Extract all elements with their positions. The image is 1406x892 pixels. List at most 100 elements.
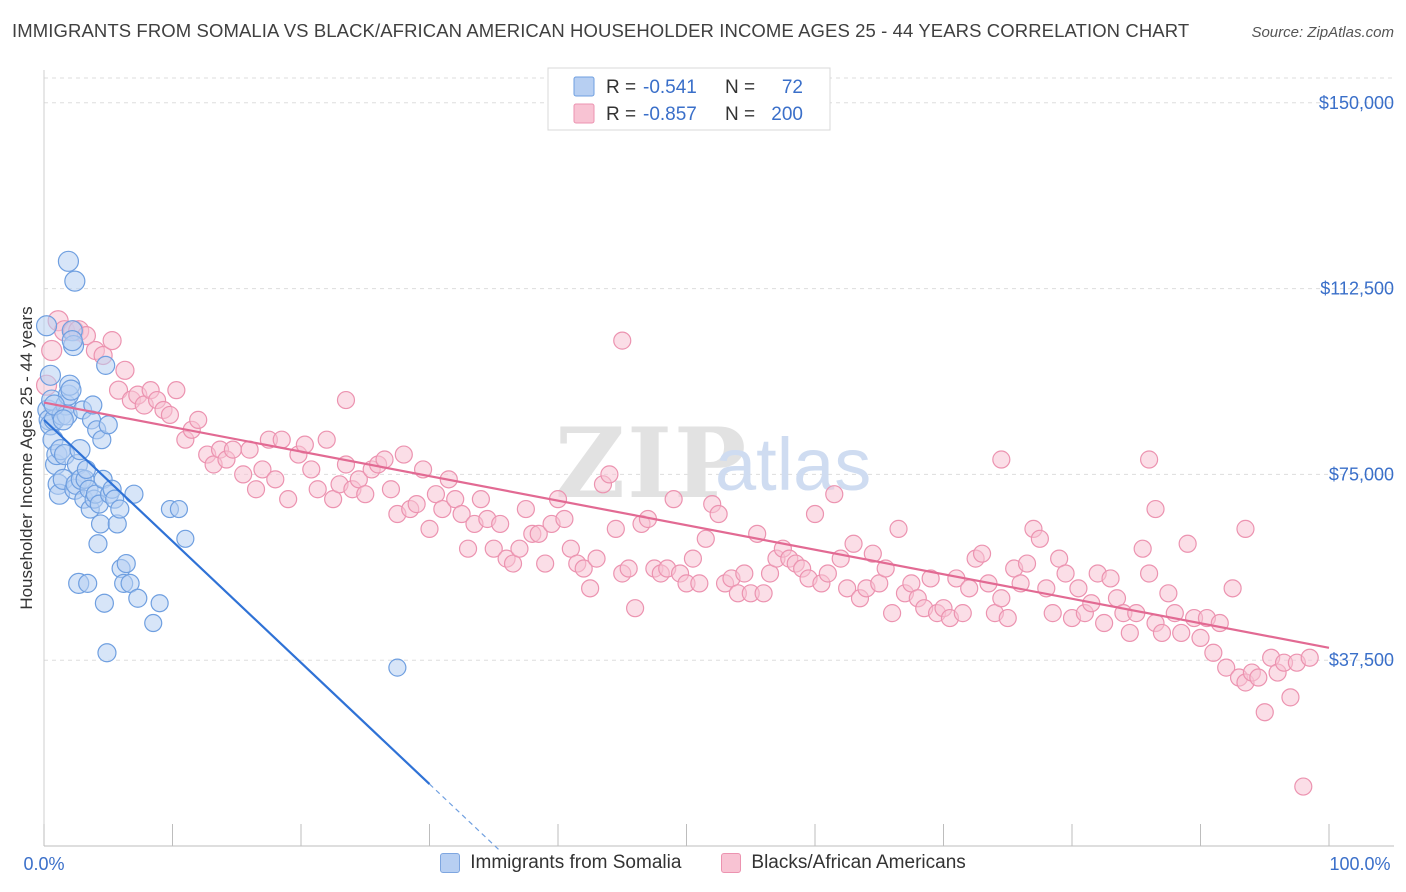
somalia-point-46 [96, 355, 116, 375]
blacks-point-84 [600, 465, 619, 484]
blacks-point-87 [619, 559, 638, 578]
legend-r-value-somalia: -0.541 [643, 77, 697, 98]
blacks-point-116 [805, 504, 825, 524]
somalia-point-58 [124, 484, 144, 504]
blacks-point-99 [696, 529, 715, 548]
blacks-point-180 [1217, 658, 1236, 677]
blacks-point-193 [1300, 648, 1319, 667]
blacks-point-140 [960, 579, 979, 598]
blacks-point-19 [167, 381, 186, 400]
blacks-point-18 [160, 405, 180, 425]
y-axis-label: Householder Income Ages 25 - 44 years [17, 306, 36, 609]
blacks-point-129 [889, 519, 908, 538]
blacks-point-98 [690, 574, 709, 593]
somalia-point-26 [69, 439, 91, 461]
blacks-point-178 [1204, 643, 1223, 662]
somalia-point-19 [60, 379, 82, 401]
blacks-point-170 [1152, 623, 1172, 643]
blacks-point-105 [735, 564, 754, 583]
blacks-point-155 [1056, 564, 1075, 583]
blacks-point-119 [825, 485, 844, 504]
blacks-point-50 [381, 480, 401, 499]
somalia-point-42 [90, 514, 111, 534]
blacks-point-66 [484, 539, 503, 558]
legend-r-label-blacks: R = [606, 104, 636, 125]
somalia-point-65 [57, 250, 80, 272]
trendline-immigrants-from-somalia [43, 419, 431, 785]
blacks-point-77 [555, 509, 574, 529]
somalia-point-69 [39, 364, 62, 386]
legend-swatch-blacks [573, 103, 595, 124]
somalia-point-70 [388, 658, 407, 677]
blacks-point-153 [1043, 604, 1062, 623]
blacks-point-171 [1159, 584, 1178, 603]
blacks-point-81 [581, 579, 600, 598]
blacks-point-197 [1139, 450, 1159, 469]
blacks-point-56 [420, 519, 439, 538]
blacks-point-28 [234, 465, 253, 484]
blacks-point-85 [606, 519, 625, 538]
somalia-point-48 [98, 415, 118, 435]
legend-r-label-somalia: R = [606, 77, 636, 98]
somalia-point-31 [76, 459, 97, 480]
somalia-point-64 [176, 529, 195, 548]
blacks-point-118 [818, 564, 837, 583]
blacks-point-22 [189, 410, 208, 429]
trendline-blacks-african-americans [43, 401, 1330, 649]
blacks-point-52 [394, 445, 413, 464]
blacks-point-71 [516, 499, 535, 519]
blacks-point-1 [41, 339, 63, 362]
blacks-point-121 [838, 579, 857, 598]
blacks-point-34 [272, 430, 291, 449]
blacks-point-62 [458, 539, 478, 558]
series-immigrants-from-somalia [35, 250, 407, 677]
x-tick-label-min: 0.0% [23, 854, 64, 874]
somalia-point-67 [61, 330, 83, 352]
blacks-point-185 [1249, 668, 1268, 687]
legend-label-blacks: Blacks/African Americans [751, 852, 966, 873]
somalia-point-47 [97, 643, 117, 663]
blacks-point-27 [223, 440, 242, 459]
blacks-point-199 [1236, 519, 1255, 538]
blacks-point-128 [882, 604, 902, 623]
blacks-point-125 [863, 544, 882, 563]
legend-n-label-somalia: N = [725, 77, 755, 98]
blacks-point-70 [510, 539, 529, 558]
blacks-point-139 [953, 604, 972, 623]
y-tick-label-0: $37,500 [1329, 650, 1394, 670]
blacks-point-168 [1139, 564, 1159, 583]
legend-r-value-blacks: -0.857 [643, 104, 697, 125]
legend-top-box [547, 67, 831, 131]
blacks-point-162 [1101, 569, 1120, 588]
blacks-point-194 [613, 331, 632, 350]
blacks-point-74 [536, 554, 555, 573]
somalia-point-53 [110, 499, 130, 519]
somalia-point-59 [128, 588, 148, 608]
blacks-point-198 [1146, 499, 1165, 519]
blacks-point-97 [683, 549, 703, 568]
watermark-atlas: atlas [715, 423, 871, 506]
blacks-point-161 [1095, 613, 1114, 633]
legend-label-somalia: Immigrants from Somalia [470, 852, 682, 873]
gridlines [44, 77, 1394, 661]
blacks-point-173 [1172, 623, 1191, 643]
blacks-point-31 [253, 460, 272, 479]
blacks-point-82 [587, 549, 606, 568]
blacks-point-151 [1030, 529, 1049, 548]
y-tick-label-1: $75,000 [1329, 464, 1394, 484]
blacks-point-10 [108, 380, 129, 400]
x-tick-label-max: 100.0% [1329, 854, 1390, 874]
legend-n-value-blacks: 200 [771, 104, 803, 125]
blacks-point-165 [1120, 623, 1139, 643]
blacks-point-176 [1191, 628, 1210, 647]
somalia-point-45 [94, 593, 114, 613]
blacks-point-39 [308, 480, 327, 499]
somalia-point-71 [52, 409, 74, 431]
legend-swatch-somalia-bottom [440, 853, 461, 873]
somalia-point-66 [64, 270, 86, 292]
chart-title: IMMIGRANTS FROM SOMALIA VS BLACK/AFRICAN… [12, 20, 1190, 41]
blacks-point-195 [336, 390, 356, 410]
blacks-point-190 [1281, 688, 1300, 707]
legend-top: R = -0.541 N = 72 R = -0.857 N = 200 [547, 67, 831, 131]
blacks-point-38 [302, 460, 321, 479]
